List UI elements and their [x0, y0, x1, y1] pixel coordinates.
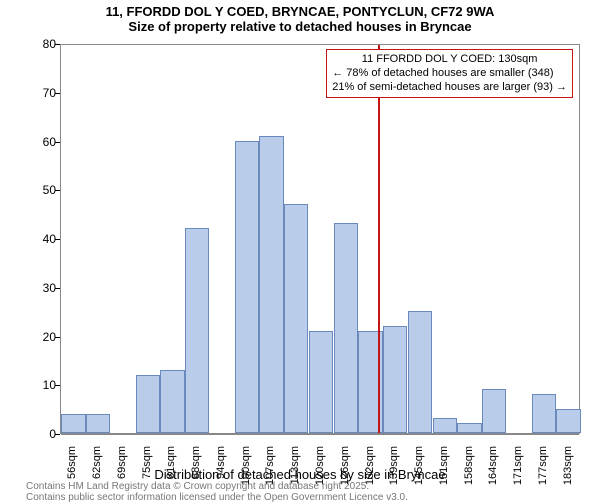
histogram-bar [433, 418, 457, 433]
x-tick-label: 100sqm [240, 446, 252, 491]
y-tick-mark [55, 190, 60, 191]
x-tick-label: 75sqm [141, 446, 153, 491]
annotation-line: 11 FFORDD DOL Y COED: 130sqm [332, 53, 567, 67]
x-tick-label: 139sqm [388, 446, 400, 491]
page-title-line1: 11, FFORDD DOL Y COED, BRYNCAE, PONTYCLU… [0, 4, 600, 19]
x-tick-label: 145sqm [413, 446, 425, 491]
y-tick-mark [55, 142, 60, 143]
annotation-line: ← 78% of detached houses are smaller (34… [332, 67, 567, 81]
x-tick-label: 132sqm [364, 446, 376, 491]
y-tick-mark [55, 288, 60, 289]
x-tick-label: 69sqm [116, 446, 128, 491]
credits-line2: Contains public sector information licen… [26, 492, 408, 503]
histogram-bar [185, 228, 209, 433]
x-tick-label: 183sqm [562, 446, 574, 491]
y-tick-mark [55, 239, 60, 240]
x-tick-label: 158sqm [463, 446, 475, 491]
x-tick-label: 164sqm [487, 446, 499, 491]
histogram-bar [235, 141, 259, 434]
y-tick-mark [55, 434, 60, 435]
histogram-bar [532, 394, 556, 433]
histogram-bar [309, 331, 333, 433]
histogram-plot: 11 FFORDD DOL Y COED: 130sqm← 78% of det… [60, 44, 580, 434]
x-tick-label: 113sqm [289, 446, 301, 491]
histogram-bar [334, 223, 358, 433]
histogram-bar [457, 423, 481, 433]
y-tick-mark [55, 337, 60, 338]
y-tick-mark [55, 44, 60, 45]
annotation-box: 11 FFORDD DOL Y COED: 130sqm← 78% of det… [326, 49, 573, 98]
y-tick-label: 50 [26, 183, 56, 197]
histogram-bar [61, 414, 85, 434]
histogram-bar [259, 136, 283, 433]
y-tick-label: 20 [26, 330, 56, 344]
x-tick-label: 107sqm [264, 446, 276, 491]
page-title-line2: Size of property relative to detached ho… [0, 19, 600, 34]
x-tick-label: 126sqm [339, 446, 351, 491]
y-tick-label: 80 [26, 37, 56, 51]
y-tick-label: 10 [26, 378, 56, 392]
histogram-bar [482, 389, 506, 433]
histogram-bar [383, 326, 407, 433]
y-tick-label: 0 [26, 427, 56, 441]
x-tick-label: 88sqm [190, 446, 202, 491]
y-tick-mark [55, 93, 60, 94]
x-tick-label: 171sqm [512, 446, 524, 491]
histogram-bar [408, 311, 432, 433]
x-tick-label: 81sqm [165, 446, 177, 491]
marker-line [378, 45, 380, 433]
x-tick-label: 56sqm [66, 446, 78, 491]
x-tick-label: 151sqm [438, 446, 450, 491]
annotation-line: 21% of semi-detached houses are larger (… [332, 81, 567, 95]
histogram-bar [556, 409, 580, 433]
x-tick-label: 94sqm [215, 446, 227, 491]
x-tick-label: 177sqm [537, 446, 549, 491]
histogram-bar [86, 414, 110, 434]
baseline [61, 434, 579, 435]
x-tick-label: 120sqm [314, 446, 326, 491]
histogram-bar [284, 204, 308, 433]
histogram-bar [136, 375, 160, 434]
y-tick-label: 40 [26, 232, 56, 246]
x-tick-label: 62sqm [91, 446, 103, 491]
y-tick-label: 60 [26, 135, 56, 149]
histogram-bar [160, 370, 184, 433]
y-tick-mark [55, 385, 60, 386]
y-tick-label: 30 [26, 281, 56, 295]
y-tick-label: 70 [26, 86, 56, 100]
